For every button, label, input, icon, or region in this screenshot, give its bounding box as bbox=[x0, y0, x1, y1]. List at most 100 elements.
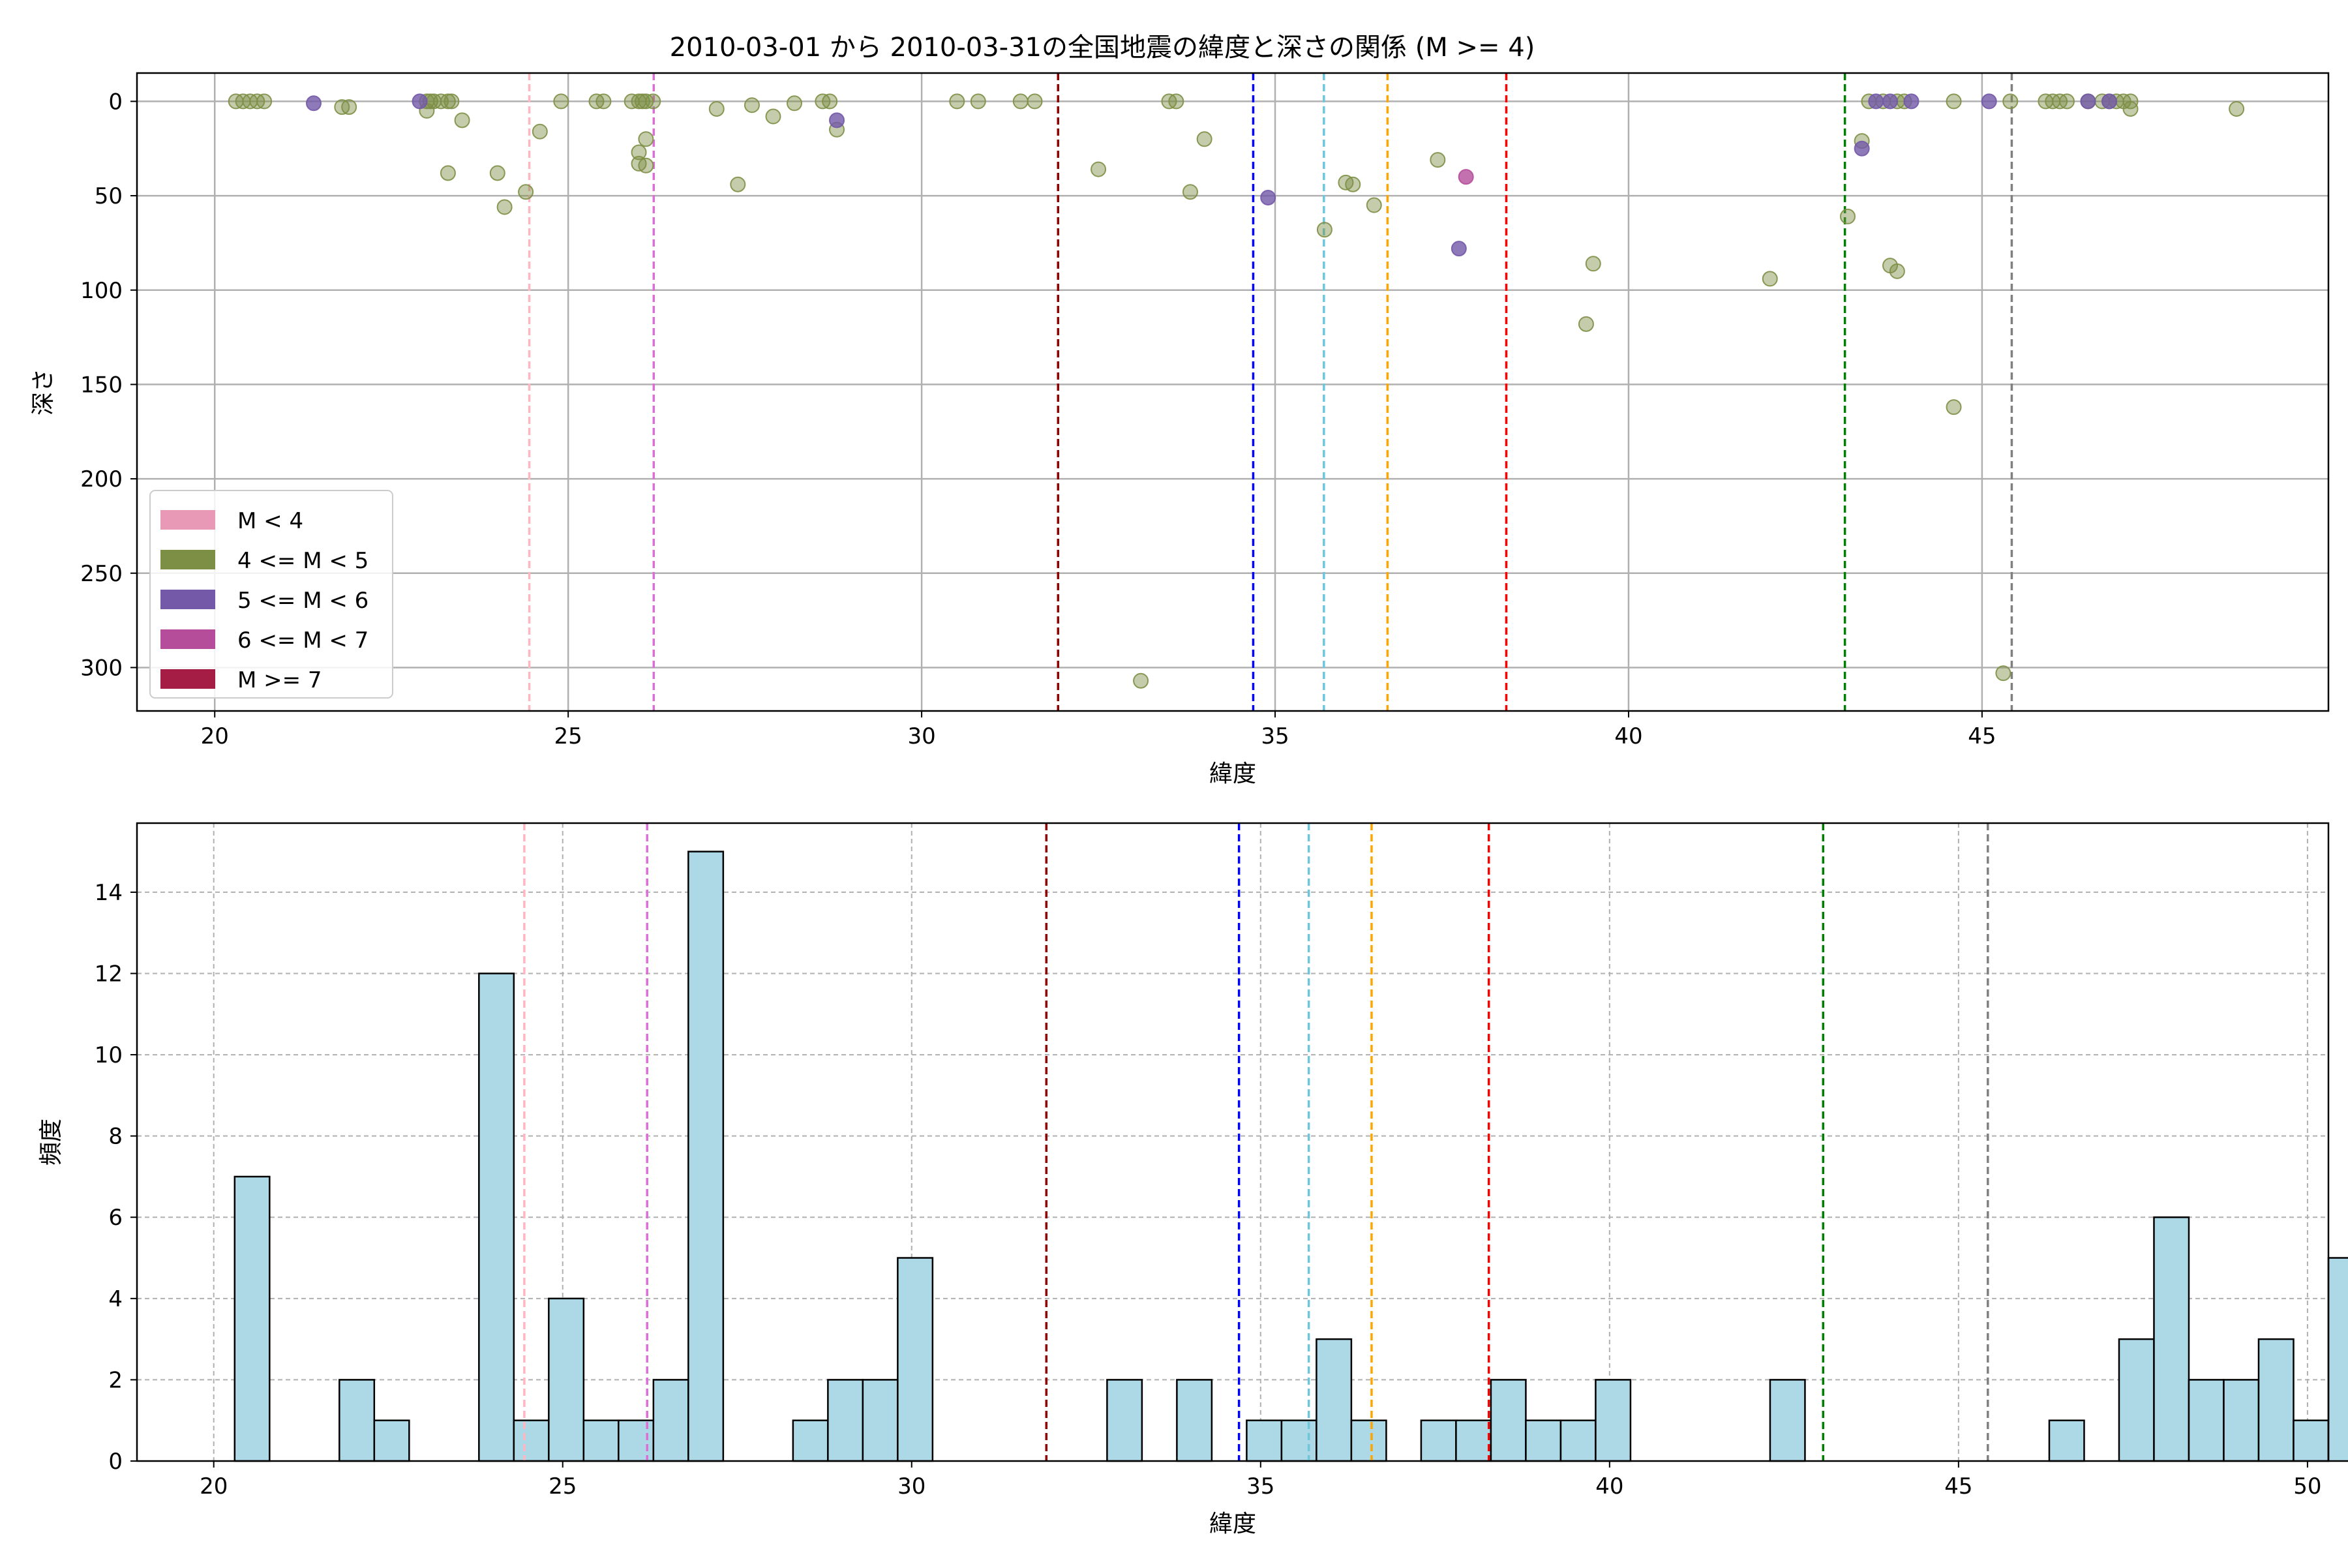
scatter-point bbox=[829, 112, 845, 128]
histogram-y-tick-label: 12 bbox=[95, 961, 123, 987]
scatter-y-tick-label: 250 bbox=[80, 561, 123, 587]
histogram-bar bbox=[2257, 1338, 2295, 1462]
histogram-bar bbox=[513, 1419, 550, 1462]
scatter-point bbox=[412, 93, 428, 110]
scatter-point bbox=[1762, 271, 1778, 287]
histogram-y-tick-label: 0 bbox=[108, 1449, 123, 1475]
legend-label: 6 <= M < 7 bbox=[237, 627, 369, 654]
histogram-bar bbox=[2293, 1419, 2330, 1462]
histogram-y-tick-label: 6 bbox=[108, 1205, 123, 1231]
scatter-point bbox=[1345, 176, 1361, 192]
histogram-bar bbox=[1490, 1379, 1527, 1462]
scatter-point bbox=[787, 95, 802, 112]
scatter-point bbox=[444, 93, 460, 110]
scatter-point bbox=[1854, 140, 1870, 157]
scatter-plot-area bbox=[137, 73, 2328, 711]
histogram-bar bbox=[687, 851, 725, 1462]
scatter-point bbox=[1903, 93, 1919, 110]
histogram-bar bbox=[1420, 1419, 1457, 1462]
scatter-y-tick-label: 150 bbox=[80, 372, 123, 398]
scatter-y-tick-label: 0 bbox=[108, 89, 123, 115]
legend-swatch bbox=[160, 629, 215, 649]
histogram-bar bbox=[2188, 1379, 2225, 1462]
histogram-bar bbox=[2153, 1216, 2190, 1462]
scatter-point bbox=[1578, 316, 1594, 332]
histogram-bar bbox=[373, 1419, 410, 1462]
scatter-point bbox=[744, 97, 760, 113]
histogram-bar bbox=[1316, 1338, 1353, 1462]
scatter-point bbox=[1091, 161, 1107, 177]
histogram-x-tick-label: 45 bbox=[1944, 1473, 1972, 1500]
histogram-bar bbox=[1559, 1419, 1597, 1462]
histogram-bar bbox=[1525, 1419, 1562, 1462]
scatter-point bbox=[341, 99, 357, 115]
scatter-point bbox=[1889, 263, 1905, 279]
histogram-bar bbox=[1595, 1379, 1632, 1462]
histogram-bar bbox=[1176, 1379, 1213, 1462]
scatter-point bbox=[1316, 222, 1332, 238]
scatter-point bbox=[1196, 131, 1212, 147]
histogram-bar bbox=[478, 972, 515, 1462]
scatter-point bbox=[1995, 665, 2011, 682]
scatter-point bbox=[1839, 208, 1856, 224]
legend-label: M >= 7 bbox=[237, 667, 322, 693]
histogram-y-tick-label: 10 bbox=[95, 1042, 123, 1068]
scatter-x-tick-label: 30 bbox=[907, 723, 935, 749]
scatter-point bbox=[730, 176, 746, 192]
scatter-y-tick-label: 50 bbox=[95, 183, 123, 209]
scatter-y-tick-label: 300 bbox=[80, 655, 123, 681]
scatter-point bbox=[489, 165, 505, 181]
scatter-point bbox=[256, 93, 273, 110]
scatter-point bbox=[634, 93, 650, 110]
histogram-bar bbox=[1350, 1419, 1387, 1462]
scatter-point bbox=[1012, 93, 1029, 110]
scatter-legend: M < 4 4 <= M < 5 5 <= M < 6 6 <= M < 7 M >= … bbox=[149, 490, 393, 699]
histogram-bar bbox=[1280, 1419, 1317, 1462]
histogram-x-axis-label: 緯度 bbox=[1209, 1511, 1256, 1537]
histogram-bar bbox=[2048, 1419, 2085, 1462]
scatter-point bbox=[2002, 93, 2019, 110]
legend-label: M < 4 bbox=[237, 508, 303, 534]
histogram-x-tick-label: 30 bbox=[897, 1473, 926, 1500]
histogram-bar bbox=[582, 1419, 620, 1462]
scatter-point bbox=[708, 100, 725, 117]
scatter-point bbox=[970, 93, 986, 110]
histogram-x-tick-label: 40 bbox=[1595, 1473, 1623, 1500]
histogram-y-tick-label: 14 bbox=[95, 880, 123, 906]
scatter-point bbox=[1366, 197, 1382, 213]
scatter-x-tick-label: 40 bbox=[1614, 723, 1642, 749]
histogram-y-tick-label: 4 bbox=[108, 1286, 123, 1312]
histogram-plot-frame bbox=[136, 822, 2330, 1462]
histogram-bar bbox=[827, 1379, 864, 1462]
scatter-point bbox=[1182, 184, 1198, 200]
scatter-x-axis-label: 緯度 bbox=[1209, 761, 1256, 787]
scatter-point bbox=[2058, 93, 2075, 110]
scatter-point bbox=[949, 93, 965, 110]
histogram-y-axis-label: 頻度 bbox=[38, 1119, 65, 1166]
histogram-bar bbox=[339, 1379, 376, 1462]
scatter-point bbox=[1946, 399, 1962, 415]
scatter-plot-frame bbox=[136, 72, 2330, 712]
histogram-bar bbox=[2327, 1257, 2348, 1462]
scatter-point bbox=[1981, 93, 1997, 110]
scatter-point bbox=[1430, 152, 1446, 168]
histogram-y-tick-label: 2 bbox=[108, 1367, 123, 1393]
scatter-point bbox=[1027, 93, 1043, 110]
scatter-point bbox=[532, 123, 548, 140]
histogram-bar bbox=[2223, 1379, 2260, 1462]
histogram-x-tick-label: 35 bbox=[1246, 1473, 1274, 1500]
histogram-bar bbox=[897, 1257, 934, 1462]
scatter-y-tick-label: 200 bbox=[80, 466, 123, 492]
scatter-point bbox=[1585, 256, 1601, 272]
scatter-point bbox=[2101, 93, 2117, 110]
scatter-point bbox=[433, 93, 449, 110]
scatter-point bbox=[1133, 672, 1149, 689]
histogram-bar bbox=[233, 1175, 271, 1462]
legend-label: 4 <= M < 5 bbox=[237, 548, 369, 574]
scatter-point bbox=[454, 112, 470, 128]
histogram-bar bbox=[652, 1379, 689, 1462]
scatter-x-tick-label: 25 bbox=[554, 723, 582, 749]
scatter-x-tick-label: 45 bbox=[1968, 723, 1996, 749]
scatter-point bbox=[638, 157, 654, 173]
